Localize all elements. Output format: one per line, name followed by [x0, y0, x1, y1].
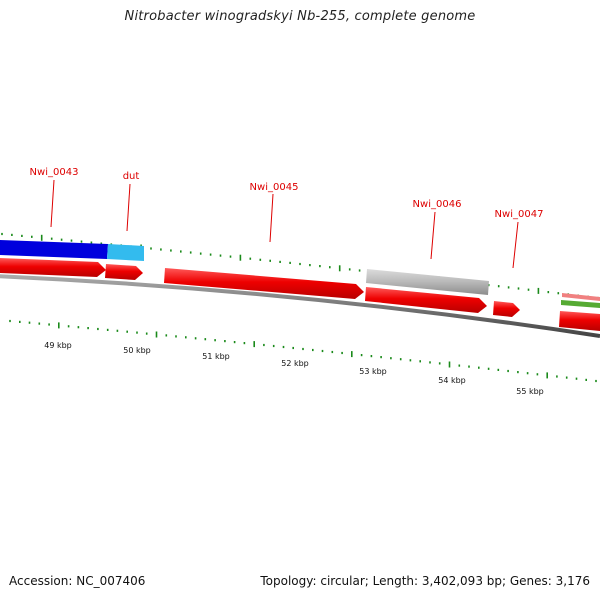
gene-label-dut[interactable]: dut	[123, 171, 140, 182]
feature-dut-block[interactable]	[107, 244, 144, 261]
feature-right-edge-pink[interactable]	[562, 293, 600, 301]
feature-nwi-0046-block[interactable]	[366, 269, 489, 295]
feature-nwi-0043-block[interactable]	[0, 240, 108, 259]
cds-arrow-nwi-0045[interactable]	[164, 268, 364, 299]
cds-arrow-nwi-0046[interactable]	[365, 287, 487, 313]
leader-nwi-0046	[430, 211, 436, 260]
cds-features	[0, 258, 600, 331]
scale-label-54kbp: 54 kbp	[438, 376, 466, 385]
gene-label-leaders	[50, 179, 519, 269]
gene-label-nwi-0047[interactable]: Nwi_0047	[495, 209, 544, 220]
gene-label-nwi-0046[interactable]: Nwi_0046	[413, 199, 462, 210]
feature-right-edge-green[interactable]	[561, 300, 600, 308]
leader-nwi-0047	[512, 221, 519, 269]
map-title: Nitrobacter winogradskyi Nb-255, complet…	[124, 9, 476, 24]
cds-arrow-right-edge[interactable]	[559, 311, 600, 331]
lower-tick-track	[9, 319, 597, 383]
genome-backbone	[0, 274, 600, 338]
leader-nwi-0045	[269, 193, 274, 243]
leader-nwi-0043	[50, 179, 55, 228]
gene-label-nwi-0045[interactable]: Nwi_0045	[250, 182, 299, 193]
gene-label-nwi-0043[interactable]: Nwi_0043	[30, 167, 79, 178]
scale-label-53kbp: 53 kbp	[359, 367, 387, 376]
scale-label-49kbp: 49 kbp	[44, 341, 72, 350]
cds-arrow-nwi-0047[interactable]	[493, 301, 520, 317]
leader-dut	[126, 183, 131, 232]
cds-arrow-nwi-0043[interactable]	[0, 258, 106, 277]
genome-summary-label: Topology: circular; Length: 3,402,093 bp…	[260, 574, 590, 588]
cds-arrow-dut[interactable]	[105, 264, 143, 280]
scale-label-50kbp: 50 kbp	[123, 346, 151, 355]
gene-labels: Nwi_0043 dut Nwi_0045 Nwi_0046 Nwi_0047	[30, 167, 544, 220]
forward-strand-features	[0, 240, 600, 308]
scale-labels: 49 kbp 50 kbp 51 kbp 52 kbp 53 kbp 54 kb…	[44, 341, 544, 396]
scale-label-52kbp: 52 kbp	[281, 359, 309, 368]
accession-label: Accession: NC_007406	[9, 574, 146, 588]
scale-label-51kbp: 51 kbp	[202, 352, 230, 361]
scale-label-55kbp: 55 kbp	[516, 387, 544, 396]
